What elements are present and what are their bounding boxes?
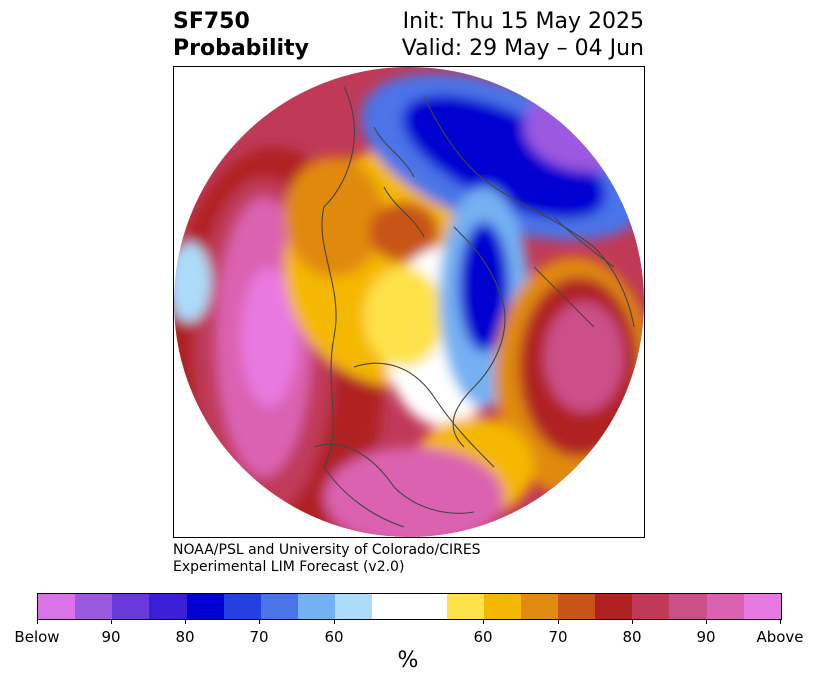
coastline-south (353, 362, 495, 468)
colorbar-segment (446, 594, 484, 619)
credit: NOAA/PSL and University of Colorado/CIRE… (173, 542, 481, 576)
colorbar-segment (149, 594, 187, 619)
colorbar-segment (520, 594, 558, 619)
pacific-above-core (241, 267, 297, 407)
variable-name: SF750 (173, 9, 250, 34)
colorbar-tick-label: 90 (101, 628, 121, 646)
siberia-below-core (402, 95, 606, 219)
atlantic-above-core (544, 302, 624, 412)
variable-type: Probability (173, 36, 309, 61)
coastline-southwest (313, 443, 475, 514)
colorbar-tick-mark (37, 619, 38, 624)
colorbar-segment (372, 594, 410, 619)
colorbar-segment (595, 594, 633, 619)
colorbar-segment (335, 594, 373, 619)
colorbar-tick-mark (334, 619, 335, 624)
colorbar-segment (297, 594, 336, 619)
colorbar-segment (706, 594, 744, 619)
colorbar-tick-label: Above (756, 628, 804, 646)
central-above-core (369, 202, 439, 262)
colorbar-segment (75, 594, 113, 619)
colorbar-tick-label: 70 (548, 628, 568, 646)
colorbar-segment (409, 594, 447, 619)
colorbar-tick-label: 70 (249, 628, 269, 646)
colorbar-tick-label: 60 (324, 628, 344, 646)
colorbar-tick-mark (558, 619, 559, 624)
credit-line-1: NOAA/PSL and University of Colorado/CIRE… (173, 542, 481, 558)
colorbar-tick-mark (780, 619, 781, 624)
colorbar (37, 593, 782, 620)
map-svg (174, 67, 644, 537)
forecast-map (173, 66, 645, 538)
coastline-greenland (452, 226, 506, 448)
colorbar-tick-label: Below (14, 628, 60, 646)
colorbar-tick-mark (259, 619, 260, 624)
colorbar-segment (669, 594, 707, 619)
colorbar-tick-label: 60 (473, 628, 493, 646)
coastline-east (533, 216, 615, 328)
credit-line-2: Experimental LIM Forecast (v2.0) (173, 559, 405, 575)
colorbar-segment (223, 594, 261, 619)
colorbar-tick-label: 80 (622, 628, 642, 646)
greenland-below-core (459, 222, 509, 352)
colorbar-tick-mark (111, 619, 112, 624)
colorbar-tick-mark (632, 619, 633, 624)
colorbar-tick-label: 80 (175, 628, 195, 646)
init-date: Init: Thu 15 May 2025 (402, 9, 644, 34)
coastlines (313, 86, 635, 528)
map-title: SF750 Probability (173, 8, 309, 62)
colorbar-tick-label: 90 (696, 628, 716, 646)
coastline-north (423, 96, 635, 328)
colorbar-segment (483, 594, 521, 619)
colorbar-segment (260, 594, 298, 619)
alaska-above (284, 157, 384, 277)
colorbar-segment (743, 594, 781, 619)
colorbar-segment (186, 594, 224, 619)
colorbar-unit: % (397, 648, 419, 673)
left-below-spot (174, 242, 211, 322)
colorbar-segment (38, 594, 76, 619)
colorbar-tick-mark (185, 619, 186, 624)
colorbar-segment (632, 594, 670, 619)
forecast-dates: Init: Thu 15 May 2025 Valid: 29 May – 04… (402, 8, 644, 62)
colorbar-segment (557, 594, 596, 619)
border-lines (373, 126, 425, 238)
south-above-core (324, 447, 504, 537)
neutral-edge (364, 267, 444, 367)
coastline-west (321, 86, 405, 528)
colorbar-tick-mark (483, 619, 484, 624)
valid-date: Valid: 29 May – 04 Jun (401, 36, 644, 61)
colorbar-tick-mark (706, 619, 707, 624)
colorbar-segment (112, 594, 150, 619)
